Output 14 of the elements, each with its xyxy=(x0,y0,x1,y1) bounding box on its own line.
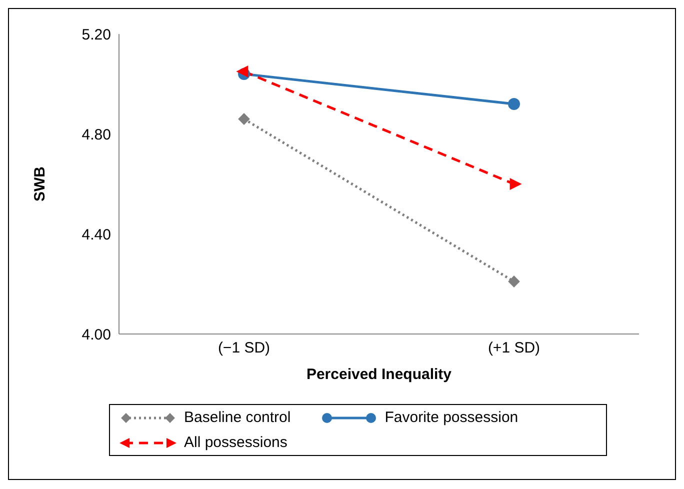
legend-label: All possessions xyxy=(184,434,288,451)
point xyxy=(238,113,250,125)
x-tick-label: (+1 SD) xyxy=(488,340,540,357)
point xyxy=(508,98,520,110)
y-tick-label: 4.00 xyxy=(82,326,111,344)
x-tick-label: (−1 SD) xyxy=(218,340,270,357)
legend-label: Baseline control xyxy=(184,409,291,426)
y-tick-label: 4.80 xyxy=(82,126,111,144)
y-tick-label: 5.20 xyxy=(82,26,111,44)
x-axis-title: Perceived Inequality xyxy=(306,366,452,383)
y-tick-label: 4.40 xyxy=(82,226,111,244)
point xyxy=(508,276,520,288)
legend-label: Favorite possession xyxy=(384,409,518,426)
y-axis-title: SWB xyxy=(31,166,48,202)
